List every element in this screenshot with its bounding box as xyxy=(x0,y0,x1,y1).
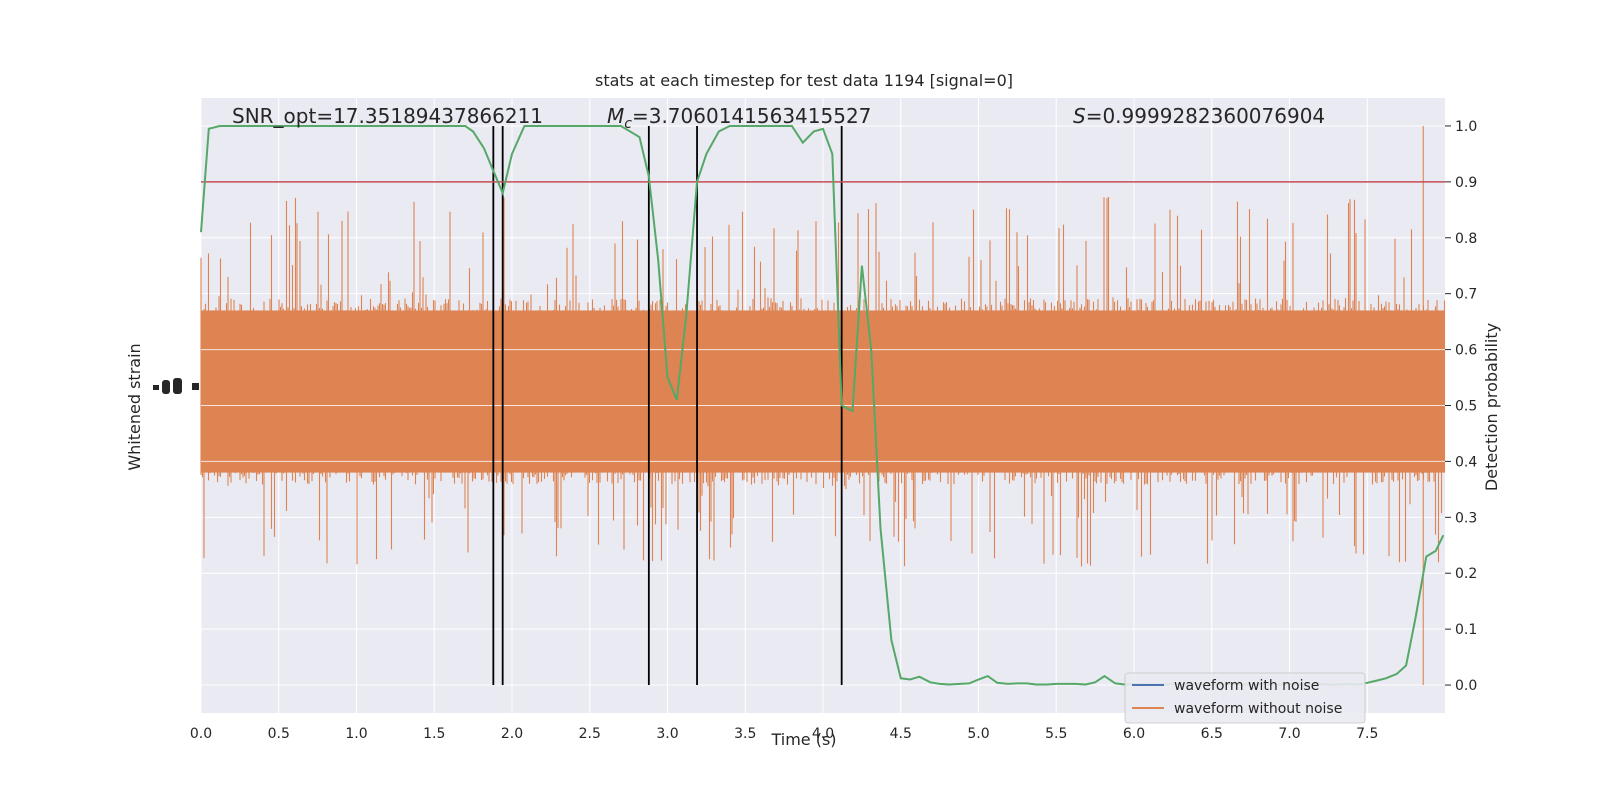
legend: waveform with noise waveform without noi… xyxy=(1124,672,1366,724)
x-tick-label: 6.5 xyxy=(1201,726,1223,742)
chirp-mass-annotation: Mc=3.7060141563415527 xyxy=(607,104,871,132)
score-annotation: S=0.9999282360076904 xyxy=(1073,104,1325,128)
chart-title: stats at each timestep for test data 119… xyxy=(595,71,1013,90)
x-tick-label: 6.0 xyxy=(1123,726,1145,742)
score-symbol: S xyxy=(1073,104,1086,128)
x-tick-label: 3.5 xyxy=(734,726,756,742)
y-right-axis-label: Detection probability xyxy=(1482,323,1501,491)
y-right-tick-label: 0.6 xyxy=(1455,343,1477,359)
x-tick-label: 5.0 xyxy=(967,726,989,742)
x-tick-label: 1.0 xyxy=(345,726,367,742)
y-right-tick-label: 0.3 xyxy=(1455,510,1477,526)
x-tick-labels: 0.0 0.5 1.0 1.5 2.0 2.5 3.0 3.5 4.0 4.5 5.0 5.5 6.0 6… xyxy=(190,726,1379,742)
x-tick-label: 7.0 xyxy=(1278,726,1300,742)
chirp-mass-symbol: M xyxy=(607,104,624,128)
x-tick-label: 2.5 xyxy=(579,726,601,742)
chirp-mass-value: =3.7060141563415527 xyxy=(632,104,871,128)
x-tick-label: 7.5 xyxy=(1356,726,1378,742)
y-right-tick-label: 0.8 xyxy=(1455,231,1477,247)
chirp-mass-subscript: c xyxy=(624,116,632,132)
y-right-tick-label: 0.0 xyxy=(1455,678,1477,694)
y-right-tick-label: 1.0 xyxy=(1455,119,1477,135)
x-tick-label: 4.5 xyxy=(890,726,912,742)
y-right-tick-label: 0.5 xyxy=(1455,399,1477,415)
x-axis-label: Time (s) xyxy=(770,730,836,749)
legend-label-with-noise: waveform with noise xyxy=(1174,678,1319,694)
x-tick-label: 0.0 xyxy=(190,726,212,742)
noise-trace xyxy=(200,125,1446,686)
x-tick-label: 5.5 xyxy=(1045,726,1067,742)
score-value: =0.9999282360076904 xyxy=(1086,104,1325,128)
x-tick-label: 0.5 xyxy=(268,726,290,742)
y-right-tick-labels: 0.0 0.1 0.2 0.3 0.4 0.5 0.6 0.7 0.8 0.9 1.0 xyxy=(1445,119,1477,694)
left-axis-ticks xyxy=(153,378,199,394)
y-right-tick-label: 0.9 xyxy=(1455,175,1477,191)
snr-annotation: SNR_opt=17.35189437866211 xyxy=(232,104,543,128)
x-tick-label: 4.0 xyxy=(812,726,834,742)
legend-box xyxy=(1124,672,1366,724)
x-tick-label: 3.0 xyxy=(656,726,678,742)
y-right-tick-label: 0.7 xyxy=(1455,287,1477,303)
legend-label-without-noise: waveform without noise xyxy=(1174,701,1342,717)
whitened-strain-noise xyxy=(200,125,1446,686)
y-right-tick-label: 0.4 xyxy=(1455,454,1477,470)
x-tick-label: 2.0 xyxy=(501,726,523,742)
y-right-tick-label: 0.1 xyxy=(1455,622,1477,638)
x-tick-label: 1.5 xyxy=(423,726,445,742)
y-left-axis-label: Whitened strain xyxy=(125,343,144,470)
y-right-tick-label: 0.2 xyxy=(1455,566,1477,582)
